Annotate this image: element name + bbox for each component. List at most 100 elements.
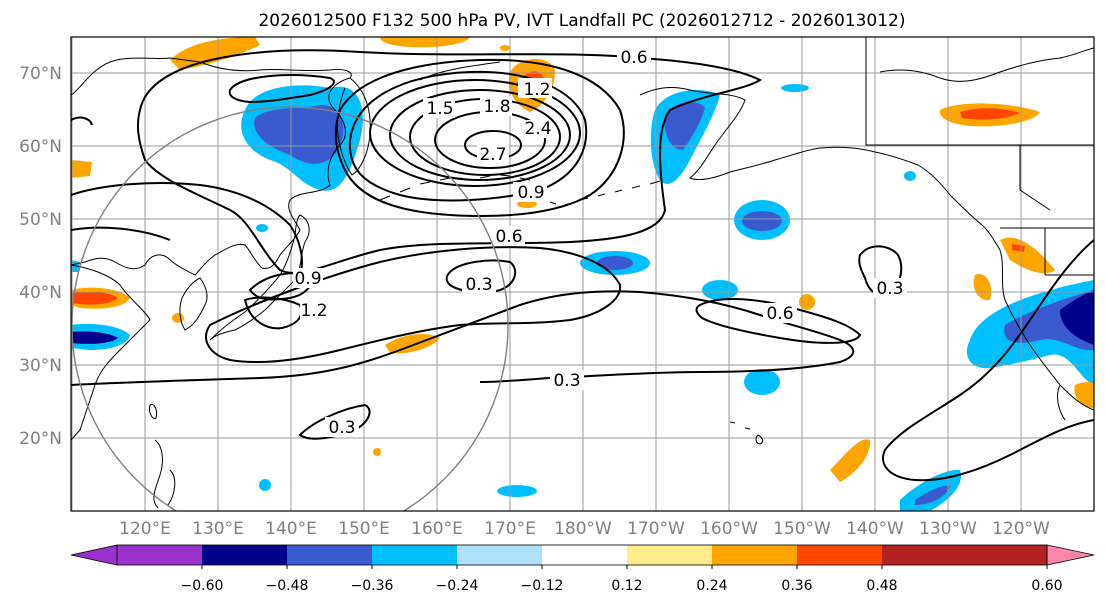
positive-anomaly-region: [170, 37, 260, 70]
positive-anomaly-region: [799, 294, 815, 310]
positive-anomaly-region: [71, 160, 92, 178]
negative-anomaly-core: [254, 105, 344, 164]
contour-labels: 0.6 1.2 1.5 1.8 2.4 2.7 0.9 0.6 0.9 0.3 …: [293, 47, 907, 438]
contour-label: 0.9: [517, 183, 544, 203]
contour-label: 0.3: [465, 275, 492, 295]
lon-label: 180°W: [554, 519, 612, 539]
pv-contour-1.2: [348, 70, 588, 202]
colorbar-tick-label: −0.12: [521, 578, 564, 594]
pv-contour-0.9: [71, 182, 303, 276]
pv-contour-0.3: [71, 290, 855, 386]
latitude-labels: 70°N 60°N 50°N 40°N 30°N 20°N: [19, 64, 62, 449]
ivt-shading: [71, 37, 1094, 511]
lat-label: 60°N: [19, 137, 62, 157]
negative-anomaly-region: [497, 485, 537, 497]
lat-label: 40°N: [19, 283, 62, 303]
colorbar-segment: [542, 545, 627, 565]
contour-label: 1.2: [523, 80, 550, 100]
lon-label: 160°W: [700, 519, 758, 539]
colorbar-segment: [712, 545, 797, 565]
pv-contour-0.6: [136, 49, 762, 274]
lon-label: 170°W: [627, 519, 685, 539]
positive-anomaly-region: [373, 448, 381, 456]
lon-label: 140°W: [846, 519, 904, 539]
china-coastline: [71, 264, 151, 441]
lon-label: 120°W: [992, 519, 1050, 539]
taiwan-coastline: [149, 403, 157, 419]
lon-label: 150°W: [773, 519, 831, 539]
contour-label: 2.4: [524, 119, 551, 139]
colorbar-segment: [202, 545, 287, 565]
positive-anomaly-region: [1074, 382, 1094, 408]
pv-contour-0.6: [205, 246, 622, 363]
colorbar-tick-label: 0.48: [866, 578, 897, 594]
negative-anomaly-core: [915, 485, 950, 505]
lon-label: 170°E: [484, 519, 536, 539]
colorbar-tick-label: 0.36: [781, 578, 812, 594]
colorbar-tick-label: 0.24: [696, 578, 727, 594]
pv-contour-0.3: [445, 259, 517, 294]
arctic-coastline: [879, 47, 1094, 82]
colorbar-segment: [627, 545, 712, 565]
colorbar-frame: [116, 544, 1048, 566]
contour-label: 0.6: [766, 304, 793, 324]
negative-anomaly-strong: [1060, 290, 1094, 345]
colorbar-tick-label: −0.24: [436, 578, 479, 594]
colorbar-segment: [882, 545, 1047, 565]
map-title: 2026012500 F132 500 hPa PV, IVT Landfall…: [258, 11, 905, 31]
contour-label: 0.6: [495, 227, 522, 247]
negative-anomaly-region: [744, 369, 780, 395]
japan-coastline: [209, 214, 310, 341]
negative-anomaly-region: [259, 479, 271, 491]
contour-label: 1.5: [426, 99, 453, 119]
philippines-coastline: [153, 439, 176, 509]
pv-contour-1.5: [369, 79, 581, 187]
landfall-radius-circle: [71, 106, 509, 511]
contour-label: 0.6: [620, 48, 647, 68]
hawaii-islands: [729, 421, 764, 445]
map-area: 0.6 1.2 1.5 1.8 2.4 2.7 0.9 0.6 0.9 0.3 …: [71, 37, 1094, 511]
negative-anomaly-region: [781, 84, 809, 92]
lat-label: 20°N: [19, 429, 62, 449]
positive-anomaly-region: [380, 37, 470, 48]
us-state-border: [1019, 145, 1094, 276]
negative-anomaly-region: [702, 280, 738, 300]
colorbar-extend-low: [70, 544, 118, 566]
lon-label: 130°E: [192, 519, 244, 539]
colorbar: −0.60 −0.48 −0.36 −0.24 −0.12 0.12 0.24 0.36 0.4…: [70, 544, 1095, 594]
positive-anomaly-core: [71, 291, 118, 305]
colorbar-segment: [117, 545, 202, 565]
lat-label: 30°N: [19, 356, 62, 376]
colorbar-tick-label: −0.36: [351, 578, 394, 594]
positive-anomaly-region: [830, 439, 871, 482]
contour-label: 0.3: [876, 279, 903, 299]
lon-label: 150°E: [338, 519, 390, 539]
negative-anomaly-region: [904, 171, 916, 181]
lat-label: 50°N: [19, 210, 62, 230]
colorbar-extend-high: [1046, 544, 1095, 566]
canada-border: [865, 37, 1094, 146]
contour-label: 0.3: [553, 371, 580, 391]
contour-label: 0.3: [328, 418, 355, 438]
pv-contour-0.6: [228, 74, 335, 104]
pv-contour-0.9: [334, 58, 625, 217]
contour-label: 1.8: [483, 97, 510, 117]
pv-contour-0.3: [882, 239, 1094, 482]
colorbar-segment: [797, 545, 882, 565]
colorbar-segment: [372, 545, 457, 565]
negative-anomaly-core: [71, 331, 118, 344]
east-asia-coastline: [71, 57, 352, 276]
colorbar-segments: [117, 545, 1047, 565]
colorbar-ticks: −0.60 −0.48 −0.36 −0.24 −0.12 0.12 0.24 0.36 0.4…: [181, 565, 1063, 594]
positive-anomaly-core: [960, 108, 1020, 120]
colorbar-segment: [287, 545, 372, 565]
colorbar-tick-label: −0.48: [266, 578, 309, 594]
colorbar-segment: [457, 545, 542, 565]
contour-label: 1.2: [300, 301, 327, 321]
negative-anomaly-core: [742, 211, 782, 231]
lon-label: 160°E: [411, 519, 463, 539]
negative-anomaly-region: [256, 224, 268, 232]
negative-anomaly-core: [664, 101, 705, 150]
positive-anomaly-core: [1012, 244, 1025, 252]
